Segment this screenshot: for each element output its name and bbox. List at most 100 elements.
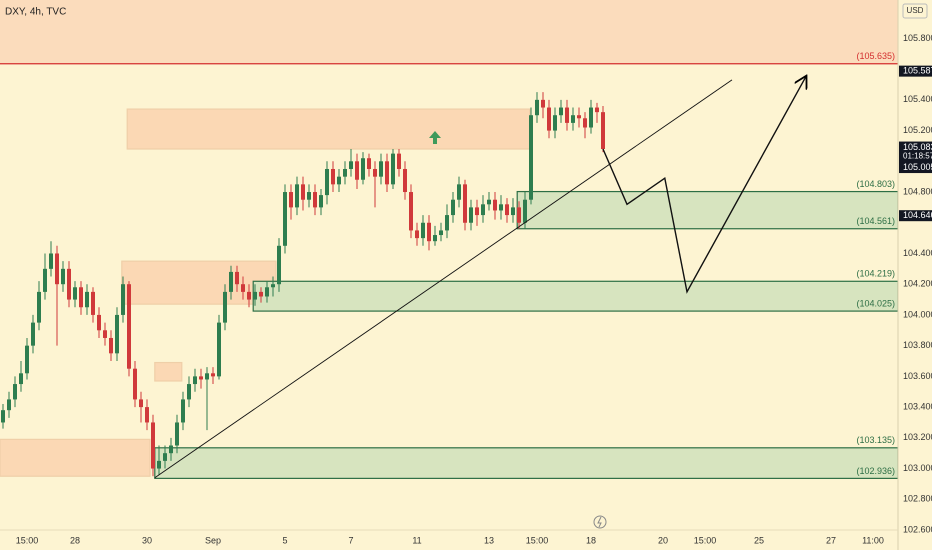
candle-body	[505, 204, 509, 216]
candle-body	[529, 115, 533, 200]
candle-body	[7, 399, 11, 411]
y-tick-label: 103.200	[903, 432, 932, 442]
candle-body	[13, 384, 17, 400]
trend-line	[154, 79, 733, 479]
candle-body	[277, 245, 281, 285]
candle-body	[349, 161, 353, 169]
candle-body	[427, 222, 431, 242]
currency-box[interactable]	[902, 3, 928, 19]
candle-body	[487, 199, 491, 205]
candle-body	[571, 115, 575, 123]
candle-body	[109, 337, 113, 354]
price-tag	[899, 210, 932, 222]
y-tick-label: 102.800	[903, 494, 932, 504]
candle-body	[247, 291, 251, 300]
candle-body	[67, 268, 71, 300]
projection-path	[602, 77, 806, 294]
candle-body	[463, 184, 467, 223]
candle-body	[325, 168, 329, 196]
candle-body	[355, 161, 359, 180]
x-tick-label: 15:00	[694, 535, 717, 545]
y-tick-label: 103.000	[903, 463, 932, 473]
x-tick-label: 30	[142, 535, 152, 545]
candle-body	[103, 330, 107, 338]
currency: USD	[907, 6, 924, 15]
y-tick-label: 102.600	[903, 524, 932, 534]
zone	[516, 190, 898, 230]
candle-body	[523, 199, 527, 223]
up-arrow-icon	[429, 131, 441, 144]
candle-body	[79, 287, 83, 308]
x-tick-label: Sep	[205, 535, 221, 545]
x-tick-label: 15:00	[526, 535, 549, 545]
candle-body	[565, 107, 569, 123]
candle-body	[403, 168, 407, 193]
candle-body	[49, 253, 53, 269]
candle-body	[415, 230, 419, 239]
candle-body	[493, 199, 497, 211]
zone	[126, 108, 531, 150]
candle-body	[97, 314, 101, 331]
level-label: (104.561)	[856, 216, 895, 226]
candle-body	[43, 268, 47, 292]
candle-body	[25, 345, 29, 374]
candle-body	[385, 161, 389, 185]
candle-body	[241, 284, 245, 292]
candle-body	[541, 99, 545, 108]
candle-body	[91, 291, 95, 315]
candle-body	[547, 107, 551, 131]
price-tag	[899, 65, 932, 77]
candle-body	[181, 399, 185, 423]
zone	[252, 280, 898, 312]
candle-body	[199, 376, 203, 380]
zone	[154, 447, 898, 479]
y-tick-label: 104.000	[903, 309, 932, 319]
last-price: 105.083	[903, 142, 932, 152]
candle-body	[307, 192, 311, 200]
last-price-tag	[899, 141, 932, 163]
candle-body	[589, 107, 593, 128]
candle-body	[499, 204, 503, 211]
candle-body	[1, 410, 5, 423]
candle-body	[511, 207, 515, 216]
candle-body	[19, 373, 23, 385]
candle-body	[229, 271, 233, 292]
y-tick-label: 104.400	[903, 248, 932, 258]
candle-body	[139, 399, 143, 408]
x-tick-label: 15:00	[16, 535, 39, 545]
candle-body	[421, 222, 425, 239]
x-tick-label: 13	[484, 535, 494, 545]
candle-body	[121, 284, 125, 315]
candle-body	[367, 158, 371, 169]
x-tick-label: 11:00	[862, 535, 884, 545]
candle-body	[319, 195, 323, 208]
candle-body	[169, 445, 173, 454]
candle-body	[409, 192, 413, 231]
candle-body	[85, 291, 89, 308]
candle-body	[373, 168, 377, 177]
candle-body	[133, 368, 137, 400]
candle-body	[535, 99, 539, 116]
candle-body	[331, 168, 335, 185]
candle-body	[151, 422, 155, 469]
candle-body	[595, 107, 599, 113]
candle-body	[397, 153, 401, 169]
zone	[154, 361, 183, 382]
level-label: (103.135)	[856, 435, 895, 445]
candle-body	[559, 107, 563, 116]
candle-body	[379, 161, 383, 177]
x-tick-label: 11	[412, 535, 421, 545]
candle-body	[73, 287, 77, 300]
candle-body	[163, 453, 167, 461]
y-tick-label: 104.200	[903, 279, 932, 289]
candle-body	[301, 184, 305, 200]
plot	[0, 0, 898, 479]
price-tag-label: 105.005	[903, 162, 932, 172]
y-tick-label: 105.400	[903, 94, 932, 104]
x-tick-label: 5	[282, 535, 287, 545]
y-tick-label: 105.200	[903, 125, 932, 135]
candle-body	[283, 192, 287, 246]
x-tick-label: 25	[754, 535, 764, 545]
level-label: (102.936)	[856, 466, 895, 476]
